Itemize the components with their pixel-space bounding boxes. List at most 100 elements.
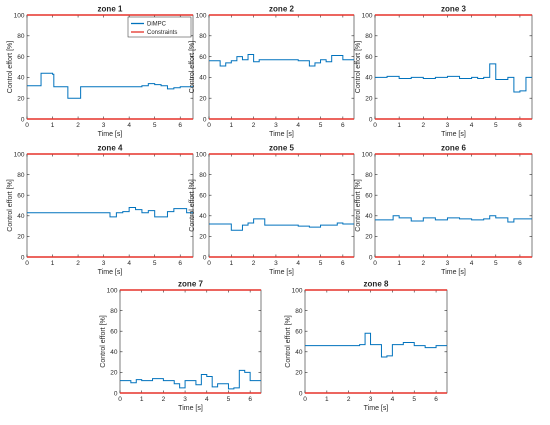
x-tick-label: 4 bbox=[296, 122, 300, 129]
x-tick-label: 0 bbox=[118, 396, 122, 403]
dimpc-line bbox=[120, 369, 261, 390]
y-tick-label: 20 bbox=[365, 234, 373, 241]
x-tick-label: 3 bbox=[183, 396, 187, 403]
x-axis-label: Time [s] bbox=[269, 131, 294, 138]
y-tick-label: 80 bbox=[199, 172, 207, 179]
plot-area bbox=[208, 14, 355, 120]
x-tick-label: 6 bbox=[178, 122, 182, 129]
y-tick-label: 0 bbox=[299, 390, 303, 397]
y-tick-label: 40 bbox=[110, 349, 118, 356]
y-axis-label: Control effort [%] bbox=[285, 315, 292, 367]
y-tick-label: 0 bbox=[369, 116, 373, 123]
legend: DiMPC Constraints bbox=[127, 16, 192, 38]
y-tick-label: 60 bbox=[199, 54, 207, 61]
y-tick-label: 0 bbox=[114, 390, 118, 397]
x-tick-label: 5 bbox=[494, 122, 498, 129]
x-tick-label: 4 bbox=[296, 260, 300, 267]
legend-label: Constraints bbox=[147, 30, 177, 36]
x-tick-label: 3 bbox=[446, 122, 450, 129]
x-tick-label: 0 bbox=[207, 122, 211, 129]
y-tick-label: 0 bbox=[203, 116, 207, 123]
x-tick-label: 0 bbox=[373, 260, 377, 267]
x-tick-label: 4 bbox=[127, 122, 131, 129]
y-tick-label: 20 bbox=[17, 234, 25, 241]
x-tick-label: 3 bbox=[102, 122, 106, 129]
x-axis-label: Time [s] bbox=[269, 269, 294, 276]
x-axis-label: Time [s] bbox=[178, 405, 203, 412]
x-tick-label: 2 bbox=[347, 396, 351, 403]
y-tick-label: 80 bbox=[17, 33, 25, 40]
y-tick-label: 80 bbox=[17, 172, 25, 179]
panel-title: zone 1 bbox=[98, 5, 123, 14]
x-tick-label: 5 bbox=[494, 260, 498, 267]
x-tick-label: 5 bbox=[412, 396, 416, 403]
y-axis-label: Control effort [%] bbox=[189, 41, 196, 93]
x-tick-label: 6 bbox=[434, 396, 438, 403]
x-tick-label: 1 bbox=[51, 260, 55, 267]
dimpc-line bbox=[375, 215, 532, 223]
x-tick-label: 4 bbox=[205, 396, 209, 403]
y-tick-label: 60 bbox=[199, 193, 207, 200]
y-tick-label: 0 bbox=[21, 254, 25, 261]
y-axis-label: Control effort [%] bbox=[7, 179, 14, 231]
y-tick-label: 80 bbox=[199, 33, 207, 40]
dimpc-line bbox=[375, 63, 532, 93]
y-tick-label: 20 bbox=[17, 96, 25, 103]
plot-area bbox=[304, 289, 448, 394]
dimpc-line bbox=[209, 218, 354, 231]
x-tick-label: 2 bbox=[252, 122, 256, 129]
y-axis-label: Control effort [%] bbox=[100, 315, 107, 367]
x-tick-label: 2 bbox=[421, 122, 425, 129]
x-tick-label: 5 bbox=[319, 260, 323, 267]
plot-area bbox=[374, 153, 533, 258]
y-tick-label: 80 bbox=[365, 33, 373, 40]
x-tick-label: 4 bbox=[127, 260, 131, 267]
x-tick-label: 5 bbox=[153, 122, 157, 129]
x-tick-label: 2 bbox=[162, 396, 166, 403]
y-tick-label: 100 bbox=[107, 287, 118, 294]
x-tick-label: 1 bbox=[229, 260, 233, 267]
x-tick-label: 5 bbox=[319, 122, 323, 129]
y-tick-label: 60 bbox=[295, 329, 303, 336]
y-tick-label: 60 bbox=[110, 329, 118, 336]
x-tick-label: 0 bbox=[207, 260, 211, 267]
y-tick-label: 20 bbox=[295, 370, 303, 377]
panel-title: zone 5 bbox=[269, 144, 294, 153]
y-tick-label: 0 bbox=[21, 116, 25, 123]
x-tick-label: 2 bbox=[421, 260, 425, 267]
x-axis-label: Time [s] bbox=[98, 269, 123, 276]
x-tick-label: 0 bbox=[25, 260, 29, 267]
dimpc-line bbox=[305, 332, 447, 358]
plot-area bbox=[26, 153, 194, 258]
panel-title: zone 7 bbox=[178, 280, 203, 289]
y-tick-label: 0 bbox=[203, 254, 207, 261]
x-axis-label: Time [s] bbox=[98, 131, 123, 138]
x-tick-label: 1 bbox=[51, 122, 55, 129]
x-tick-label: 5 bbox=[153, 260, 157, 267]
y-tick-label: 40 bbox=[365, 213, 373, 220]
x-tick-label: 6 bbox=[518, 260, 522, 267]
y-tick-label: 60 bbox=[17, 193, 25, 200]
x-tick-label: 3 bbox=[274, 260, 278, 267]
x-tick-label: 0 bbox=[303, 396, 307, 403]
y-tick-label: 60 bbox=[365, 54, 373, 61]
x-tick-label: 6 bbox=[248, 396, 252, 403]
plot-area bbox=[119, 289, 262, 394]
x-tick-label: 0 bbox=[25, 122, 29, 129]
y-axis-label: Control effort [%] bbox=[355, 41, 362, 93]
x-tick-label: 1 bbox=[397, 260, 401, 267]
x-tick-label: 1 bbox=[397, 122, 401, 129]
x-tick-label: 3 bbox=[274, 122, 278, 129]
y-tick-label: 40 bbox=[365, 75, 373, 82]
legend-label: DiMPC bbox=[147, 22, 167, 28]
y-tick-label: 0 bbox=[369, 254, 373, 261]
y-tick-label: 20 bbox=[365, 96, 373, 103]
x-axis-label: Time [s] bbox=[364, 405, 389, 412]
